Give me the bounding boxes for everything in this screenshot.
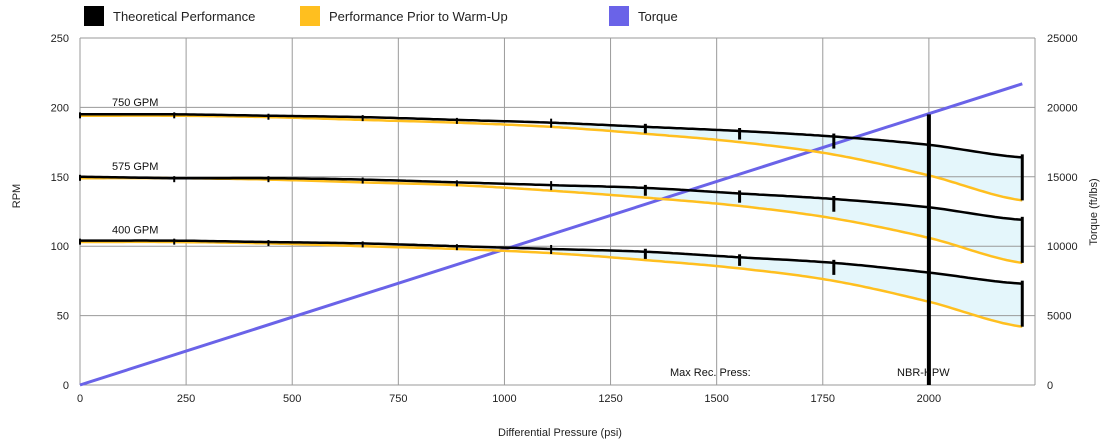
legend-swatch-prior <box>300 6 320 26</box>
y2-tick-label: 10000 <box>1047 241 1078 253</box>
legend-item-theoretical[interactable]: Theoretical Performance <box>84 6 255 26</box>
annotations: Differential Pressure (psi) RPM Torque (… <box>11 97 1100 439</box>
legend-swatch-torque <box>609 6 629 26</box>
y2-axis-label: Torque (ft/lbs) <box>1088 178 1100 245</box>
torque-line <box>79 82 1023 387</box>
x-tick-label: 750 <box>389 393 407 405</box>
chart-legend: Theoretical Performance Performance Prio… <box>0 6 1109 30</box>
y-tick-label: 250 <box>51 33 69 45</box>
curve-label-750: 750 GPM <box>112 97 158 109</box>
x-tick-label: 2000 <box>917 393 941 405</box>
y2-tick-label: 20000 <box>1047 102 1078 114</box>
y-tick-label: 0 <box>63 380 69 392</box>
legend-item-torque[interactable]: Torque <box>609 6 678 26</box>
x-tick-label: 0 <box>77 393 83 405</box>
x-tick-label: 250 <box>177 393 195 405</box>
grid <box>79 37 1036 386</box>
legend-label-prior: Performance Prior to Warm-Up <box>329 8 508 24</box>
curve-label-400: 400 GPM <box>112 225 158 237</box>
y-tick-label: 100 <box>51 241 69 253</box>
y2-tick-label: 15000 <box>1047 172 1078 184</box>
legend-swatch-theoretical <box>84 6 104 26</box>
legend-label-theoretical: Theoretical Performance <box>113 8 256 24</box>
x-tick-label: 500 <box>283 393 301 405</box>
legend-label-torque: Torque <box>638 8 678 24</box>
y2-tick-label: 5000 <box>1047 311 1071 323</box>
y-tick-label: 50 <box>57 311 69 323</box>
tick-labels: 0 250 500 750 1000 1250 1500 1750 20000501001502… <box>51 33 1078 405</box>
x-tick-label: 1500 <box>704 393 728 405</box>
shaded-regions <box>551 122 1023 327</box>
x-tick-label: 1750 <box>811 393 835 405</box>
x-tick-label: 1250 <box>598 393 622 405</box>
y-tick-label: 200 <box>51 102 69 114</box>
legend-item-prior[interactable]: Performance Prior to Warm-Up <box>300 6 508 26</box>
curve-label-575: 575 GPM <box>112 161 158 173</box>
max-rec-press-label: Max Rec. Press: <box>670 367 751 379</box>
x-axis-label: Differential Pressure (psi) <box>498 427 622 439</box>
y2-tick-label: 0 <box>1047 380 1053 392</box>
y2-tick-label: 25000 <box>1047 33 1078 45</box>
y-axis-label: RPM <box>11 184 23 208</box>
y-tick-label: 150 <box>51 172 69 184</box>
nbr-hpw-label: NBR-HPW <box>897 367 950 379</box>
x-tick-label: 1000 <box>492 393 516 405</box>
curves <box>79 82 1024 387</box>
